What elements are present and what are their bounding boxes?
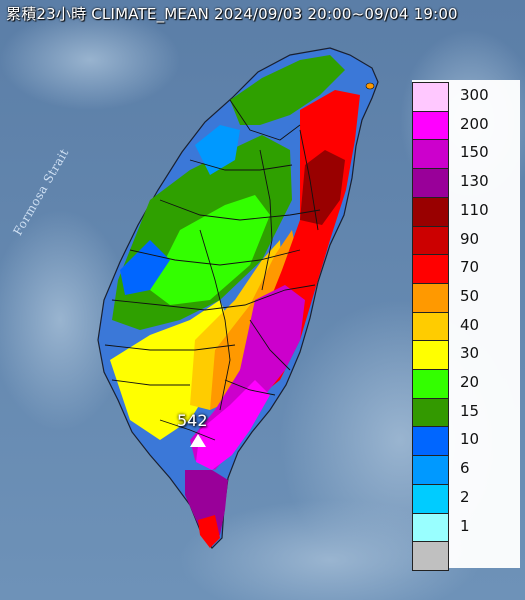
legend-swatch <box>412 512 449 543</box>
legend-label: 70 <box>460 258 480 277</box>
legend-swatch <box>412 369 449 399</box>
cloud-area <box>0 10 180 110</box>
legend-swatch <box>412 196 449 227</box>
legend-label: 20 <box>460 373 480 391</box>
legend-label: 30 <box>460 344 480 363</box>
legend-swatch <box>412 82 449 112</box>
rain-zone-magenta <box>196 380 270 470</box>
legend-swatch <box>412 254 449 285</box>
rain-zone-light-green <box>150 195 270 305</box>
legend-label: 300 <box>460 86 489 104</box>
legend-label: 40 <box>460 315 480 334</box>
legend-swatch <box>412 541 449 572</box>
map-title: 累積23小時 CLIMATE_MEAN 2024/09/03 20:00~09/… <box>6 5 458 23</box>
legend-swatch <box>412 282 449 313</box>
peak-triangle-icon <box>190 434 206 447</box>
legend-swatch <box>412 139 449 170</box>
island <box>365 82 375 90</box>
legend-label: 15 <box>460 401 480 420</box>
legend-swatch <box>412 483 449 514</box>
legend-swatch <box>412 397 449 428</box>
legend-label: 1 <box>460 516 470 535</box>
legend-label: 6 <box>460 459 470 478</box>
rain-zone-south-red <box>198 515 220 548</box>
legend-label: 10 <box>460 430 480 449</box>
legend-swatch <box>412 225 449 256</box>
legend-swatch <box>412 340 449 371</box>
legend-label: 200 <box>460 114 489 133</box>
legend-swatch <box>412 455 449 486</box>
peak-value-label: 542 <box>177 411 208 430</box>
rain-zone-blue-west <box>120 240 170 295</box>
rain-zone-green-north <box>230 55 345 125</box>
legend-label: 130 <box>460 172 489 191</box>
legend-label: 2 <box>460 487 470 506</box>
legend-label: 90 <box>460 229 480 248</box>
cloud-area <box>180 500 480 600</box>
legend-swatch <box>412 110 449 141</box>
legend-swatch <box>412 426 449 457</box>
legend-label: 110 <box>460 200 489 219</box>
cloud-area <box>0 210 130 430</box>
legend-label: 150 <box>460 143 489 162</box>
rain-zone-darkred <box>300 150 345 225</box>
color-legend: 300 200 150 130 110 90 70 50 40 30 20 15 10 6 2 1 <box>412 80 520 572</box>
county-boundaries <box>104 99 321 441</box>
rain-zone-blue-north <box>195 125 240 175</box>
legend-label: 50 <box>460 286 480 305</box>
legend-swatch <box>412 168 449 199</box>
legend-swatch <box>412 311 449 342</box>
